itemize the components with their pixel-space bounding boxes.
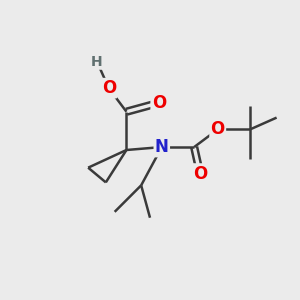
Text: O: O <box>211 120 225 138</box>
Text: O: O <box>152 94 166 112</box>
Text: O: O <box>193 165 207 183</box>
Text: O: O <box>102 79 116 97</box>
Text: N: N <box>155 138 169 156</box>
Text: H: H <box>91 55 103 69</box>
